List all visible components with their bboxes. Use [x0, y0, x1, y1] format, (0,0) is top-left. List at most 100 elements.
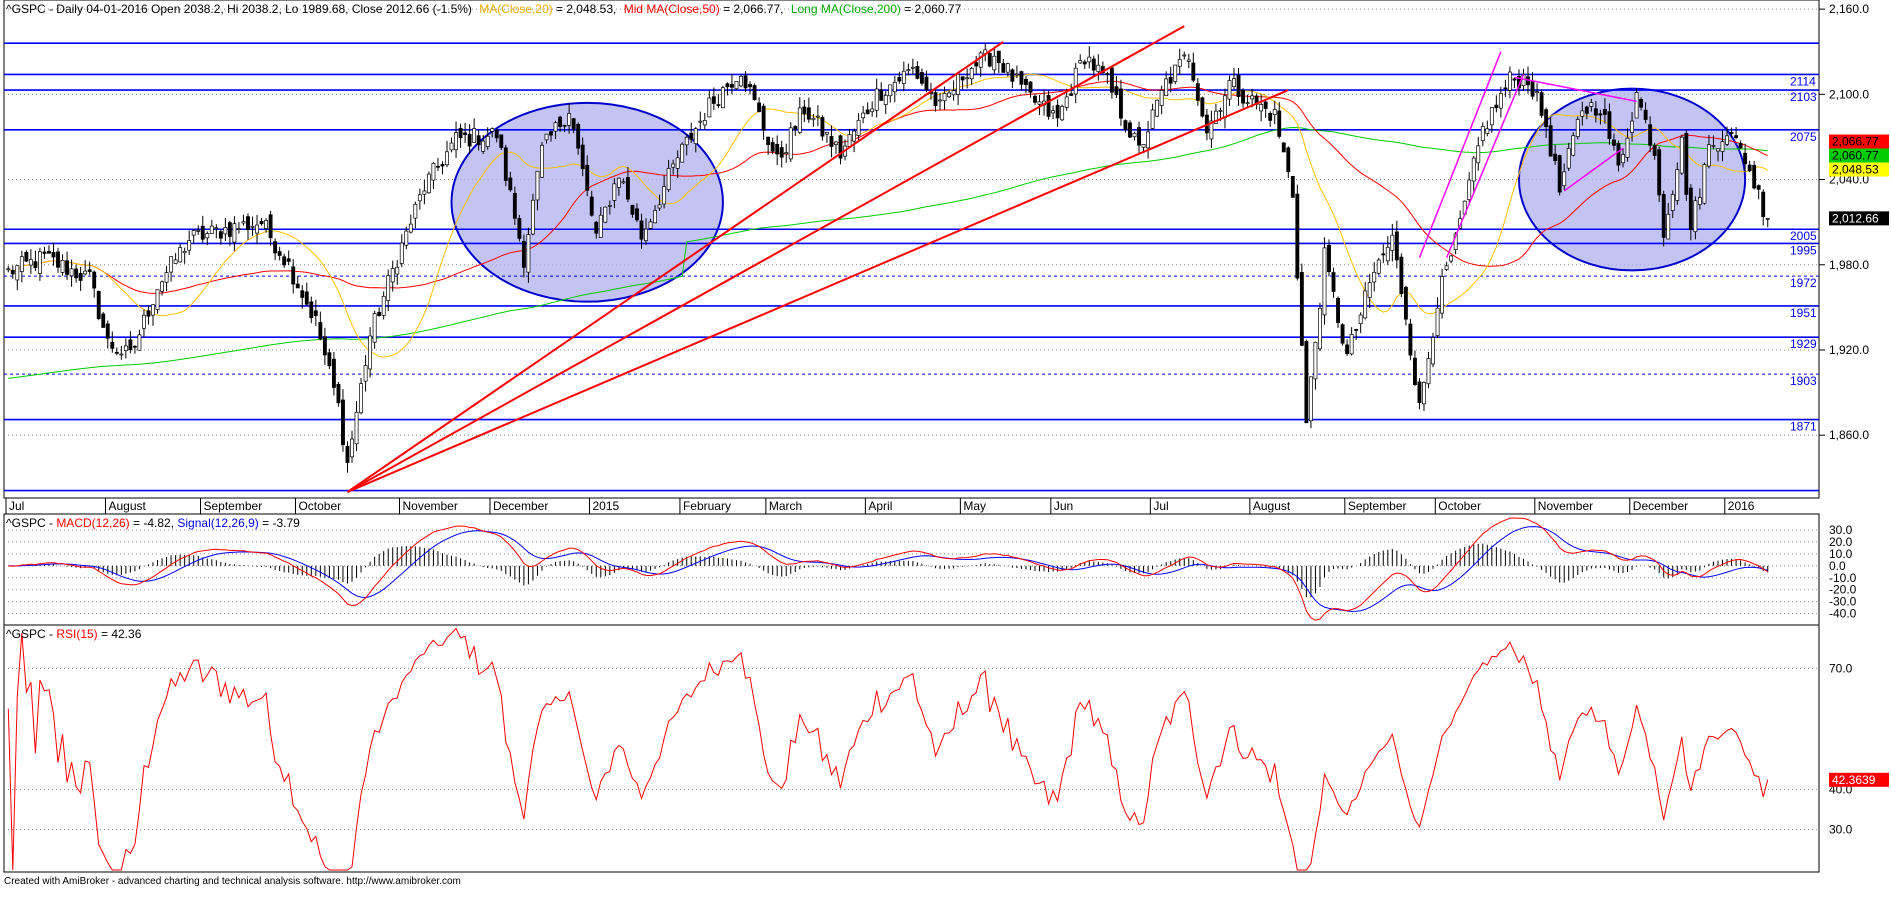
trendlines [346, 25, 1637, 493]
macd-tick-label: 20.0 [1829, 535, 1853, 549]
candle-body [689, 132, 694, 140]
candle-body [924, 76, 929, 91]
ma200-line [8, 126, 1768, 379]
candle-body [879, 89, 884, 101]
candle-body [838, 135, 843, 159]
candle-body [164, 272, 169, 283]
candle-body [540, 144, 544, 178]
candle-body [820, 117, 825, 137]
candle-body [368, 335, 373, 370]
candle-body [870, 108, 875, 113]
month-label: September [1348, 499, 1407, 513]
candle-body [1553, 153, 1558, 162]
candle-body [1250, 95, 1255, 100]
candle-body [1426, 358, 1431, 385]
macd-tick-label: 30.0 [1829, 523, 1853, 537]
candle-body [1064, 96, 1069, 108]
candle-body [1449, 255, 1454, 262]
candle-body [255, 224, 259, 234]
candle-body [1575, 119, 1580, 137]
candle-body [653, 210, 657, 224]
rsi-line [7, 627, 1769, 871]
candle-body [1051, 110, 1056, 114]
candle-body [933, 92, 938, 106]
candle-body [10, 270, 15, 275]
candle-body [947, 92, 951, 98]
candle-body [128, 339, 133, 351]
candle-body [1666, 213, 1671, 240]
candle-body [1697, 197, 1702, 205]
candle-body [1431, 337, 1435, 365]
candle-body [802, 106, 807, 115]
candle-body [291, 266, 296, 285]
month-label: February [683, 499, 731, 513]
candle-body [1598, 113, 1603, 116]
candle-body [1037, 101, 1042, 105]
month-label: 2015 [592, 499, 619, 513]
candle-body [431, 163, 436, 181]
candle-body [345, 445, 350, 463]
candle-body [182, 250, 187, 254]
candle-body [788, 127, 793, 160]
candle-body [1639, 99, 1644, 108]
candle-body [1028, 81, 1033, 93]
candle-body [1082, 61, 1087, 65]
candle-body [78, 272, 83, 281]
candle-body [187, 240, 192, 251]
candle-body [730, 84, 734, 88]
candle-body [1213, 110, 1218, 124]
candle-body [227, 222, 232, 237]
candle-body [101, 313, 106, 328]
candle-body [454, 132, 458, 151]
price-tick-label: 2,100.0 [1829, 87, 1869, 101]
candle-body [635, 208, 639, 221]
candle-body [24, 251, 29, 262]
candle-body [1318, 307, 1322, 350]
candle-body [1313, 341, 1318, 380]
candle-body [770, 142, 775, 152]
candle-body [277, 251, 282, 256]
month-label: October [1438, 499, 1481, 513]
macd-panel-title: ^GSPC - MACD(12,26) = -4.82, Signal(12,2… [6, 516, 300, 530]
highlight-ellipse [450, 101, 724, 303]
candle-body [132, 345, 137, 348]
candle-body [1046, 95, 1051, 117]
candle-body [1390, 234, 1395, 251]
candle-body [766, 136, 771, 146]
candle-body [761, 105, 766, 131]
candle-body [1168, 76, 1173, 84]
candle-body [621, 181, 626, 184]
candle-body [309, 301, 314, 319]
candle-body [892, 81, 897, 93]
candle-body [282, 256, 287, 266]
candle-body [1544, 109, 1549, 128]
candle-body [1643, 109, 1648, 120]
candle-body [1489, 107, 1494, 126]
candle-body [6, 268, 11, 271]
month-label: March [769, 499, 802, 513]
candle-body [494, 129, 499, 139]
channel-line [1445, 74, 1525, 258]
level-label: 2103 [1790, 90, 1817, 104]
candle-body [472, 128, 477, 143]
candle-body [1403, 286, 1408, 320]
candle-body [1087, 56, 1092, 63]
candle-body [942, 92, 947, 102]
candle-body [1060, 106, 1065, 121]
candle-body [969, 67, 974, 80]
candle-body [874, 88, 879, 111]
candle-body [1033, 95, 1037, 103]
candle-body [1218, 110, 1223, 112]
level-label: 1929 [1790, 337, 1817, 351]
candle-body [1177, 59, 1182, 67]
candle-body [1738, 142, 1743, 149]
price-tick-label: 1,860.0 [1829, 428, 1869, 442]
candle-body [603, 206, 608, 223]
candle-body [1299, 272, 1304, 346]
candle-body [304, 291, 309, 305]
candle-body [413, 203, 418, 219]
candle-body [169, 256, 174, 273]
candle-body [74, 268, 79, 279]
price-badge-ma200 [1829, 148, 1889, 163]
candle-body [897, 77, 902, 82]
